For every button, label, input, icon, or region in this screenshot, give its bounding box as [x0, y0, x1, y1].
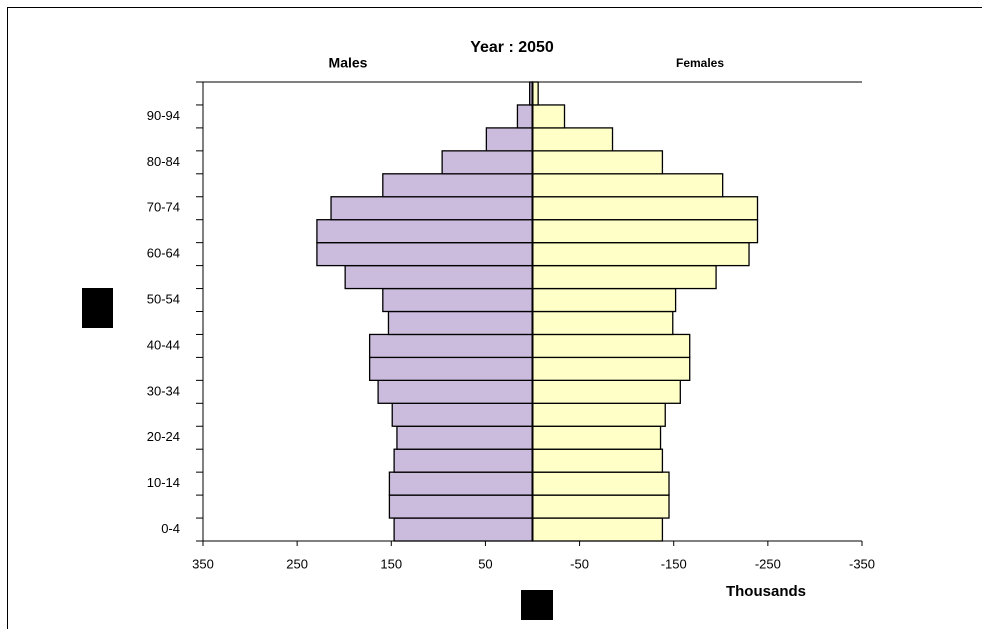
x-tick-label: 150 — [380, 556, 402, 571]
bar — [516, 104, 534, 129]
y-tick-label: 60-64 — [147, 246, 180, 261]
frame — [7, 7, 982, 629]
x-axis-label: Thousands — [726, 583, 806, 600]
x-tick-label: -250 — [755, 556, 781, 571]
y-tick-label: 90-94 — [147, 108, 180, 123]
bar — [531, 494, 670, 519]
bar — [531, 104, 566, 129]
bar — [368, 333, 534, 359]
bar — [531, 333, 691, 359]
y-tick-label: 70-74 — [147, 200, 180, 215]
bar — [531, 150, 664, 175]
y-tick-label: 80-84 — [147, 154, 180, 169]
x-tick-label: -150 — [661, 556, 687, 571]
x-tick-label: 350 — [192, 556, 214, 571]
y-tick-label: 30-34 — [147, 383, 180, 398]
x-tick-label: -50 — [570, 556, 589, 571]
bar — [531, 264, 717, 290]
bar — [387, 310, 534, 336]
redaction — [82, 288, 113, 328]
bar — [388, 494, 534, 519]
bar — [441, 150, 534, 175]
bar — [531, 448, 664, 473]
bar — [393, 448, 534, 473]
bar — [531, 379, 681, 404]
bar — [531, 173, 724, 198]
bar — [344, 264, 534, 290]
redaction — [521, 590, 553, 620]
bar — [531, 310, 674, 336]
bar — [531, 517, 664, 542]
bar — [531, 402, 666, 427]
bar — [388, 471, 534, 496]
bar — [396, 425, 534, 450]
x-tick-label: -350 — [849, 556, 875, 571]
series-label: Females — [676, 56, 724, 70]
x-tick-label: 250 — [286, 556, 308, 571]
y-tick-label: 10-14 — [147, 475, 180, 490]
y-tick-label: 20-24 — [147, 429, 180, 444]
bar — [531, 425, 662, 450]
y-tick-label: 0-4 — [161, 521, 180, 536]
bar — [316, 219, 534, 244]
bar — [377, 379, 534, 404]
series-label: Males — [329, 55, 368, 71]
bar — [531, 287, 677, 313]
bar — [531, 241, 750, 267]
y-tick-label: 50-54 — [147, 291, 180, 306]
bar — [382, 173, 534, 198]
bar — [316, 241, 534, 267]
x-tick-label: 50 — [478, 556, 492, 571]
bar — [330, 196, 534, 221]
bar — [391, 402, 534, 427]
bar — [531, 471, 670, 496]
bar — [393, 517, 534, 542]
bar — [382, 287, 534, 313]
bar — [485, 127, 534, 152]
chart-title: Year : 2050 — [470, 39, 554, 56]
bar — [368, 356, 534, 381]
bar — [531, 196, 759, 221]
bar — [531, 127, 614, 152]
bar — [531, 356, 691, 381]
y-tick-label: 40-44 — [147, 337, 180, 352]
bar — [531, 219, 759, 244]
